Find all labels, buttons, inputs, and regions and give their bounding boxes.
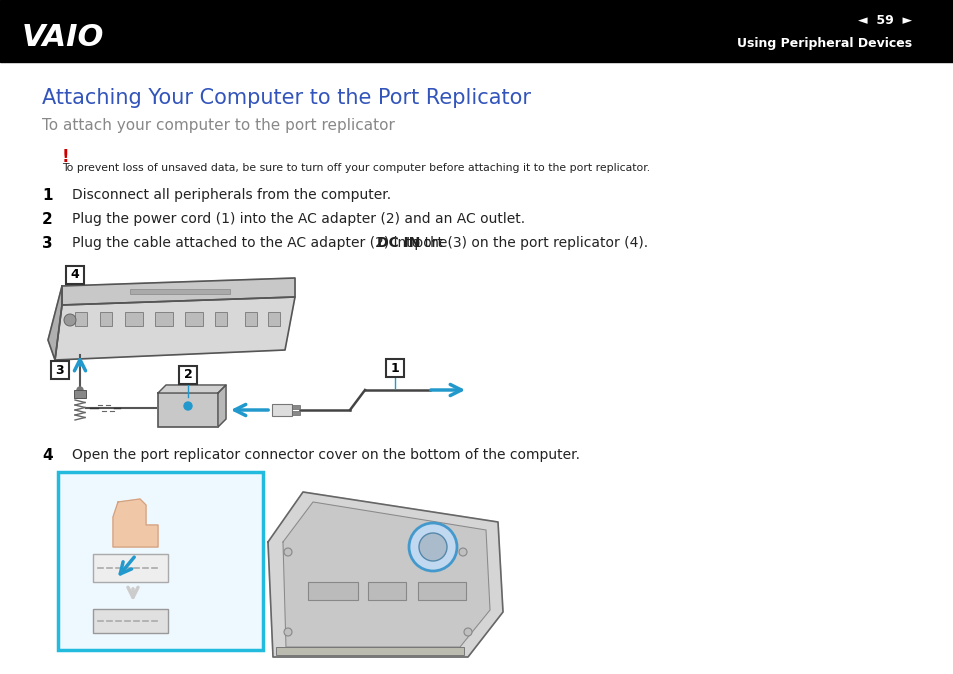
Bar: [417, 582, 465, 600]
Text: 4: 4: [71, 268, 79, 282]
Bar: [308, 582, 357, 600]
Text: ◄  59  ►: ◄ 59 ►: [857, 13, 911, 26]
Text: Plug the cable attached to the AC adapter (2) into the: Plug the cable attached to the AC adapte…: [71, 236, 452, 250]
Circle shape: [284, 628, 292, 636]
Circle shape: [463, 628, 472, 636]
Bar: [292, 405, 299, 409]
Text: Plug the power cord (1) into the AC adapter (2) and an AC outlet.: Plug the power cord (1) into the AC adap…: [71, 212, 524, 226]
FancyBboxPatch shape: [386, 359, 403, 377]
Text: port (3) on the port replicator (4).: port (3) on the port replicator (4).: [410, 236, 647, 250]
Text: To prevent loss of unsaved data, be sure to turn off your computer before attach: To prevent loss of unsaved data, be sure…: [62, 163, 649, 173]
Text: Open the port replicator connector cover on the bottom of the computer.: Open the port replicator connector cover…: [71, 448, 579, 462]
Bar: [92, 609, 168, 633]
Bar: [58, 472, 263, 650]
Text: 4: 4: [42, 448, 52, 463]
Bar: [100, 312, 112, 326]
Bar: [75, 312, 87, 326]
Bar: [92, 554, 168, 582]
Bar: [292, 411, 299, 415]
FancyBboxPatch shape: [51, 361, 69, 379]
Text: VAIO: VAIO: [22, 24, 104, 53]
Text: 2: 2: [42, 212, 52, 227]
Bar: [74, 390, 86, 398]
Polygon shape: [55, 297, 294, 360]
Text: 3: 3: [42, 236, 52, 251]
Text: DC IN: DC IN: [376, 236, 420, 250]
Polygon shape: [48, 286, 62, 360]
Text: 1: 1: [42, 188, 52, 203]
Text: 1: 1: [390, 361, 399, 375]
Polygon shape: [218, 385, 226, 427]
Circle shape: [64, 314, 76, 326]
Circle shape: [184, 402, 192, 410]
FancyBboxPatch shape: [66, 266, 84, 284]
Polygon shape: [158, 385, 226, 393]
Polygon shape: [268, 492, 502, 657]
Text: 3: 3: [55, 363, 64, 377]
Bar: [214, 312, 227, 326]
Circle shape: [77, 387, 83, 393]
Text: To attach your computer to the port replicator: To attach your computer to the port repl…: [42, 118, 395, 133]
Circle shape: [409, 523, 456, 571]
Bar: [185, 312, 203, 326]
Polygon shape: [62, 278, 294, 305]
Polygon shape: [112, 499, 158, 547]
Circle shape: [458, 548, 467, 556]
Circle shape: [284, 548, 292, 556]
Text: Disconnect all peripherals from the computer.: Disconnect all peripherals from the comp…: [71, 188, 391, 202]
Polygon shape: [283, 502, 490, 647]
Bar: [368, 582, 406, 600]
Bar: [125, 312, 143, 326]
Bar: [130, 289, 230, 294]
Bar: [0, 0, 953, 62]
Bar: [58, 472, 263, 650]
Circle shape: [418, 533, 447, 561]
Bar: [275, 647, 463, 655]
FancyBboxPatch shape: [179, 366, 196, 384]
Bar: [268, 312, 280, 326]
Bar: [154, 312, 172, 326]
Text: Attaching Your Computer to the Port Replicator: Attaching Your Computer to the Port Repl…: [42, 88, 531, 108]
Text: Using Peripheral Devices: Using Peripheral Devices: [736, 38, 911, 51]
Text: 2: 2: [183, 369, 193, 381]
Text: !: !: [62, 148, 70, 166]
Bar: [272, 404, 292, 416]
Bar: [158, 393, 218, 427]
Bar: [245, 312, 256, 326]
